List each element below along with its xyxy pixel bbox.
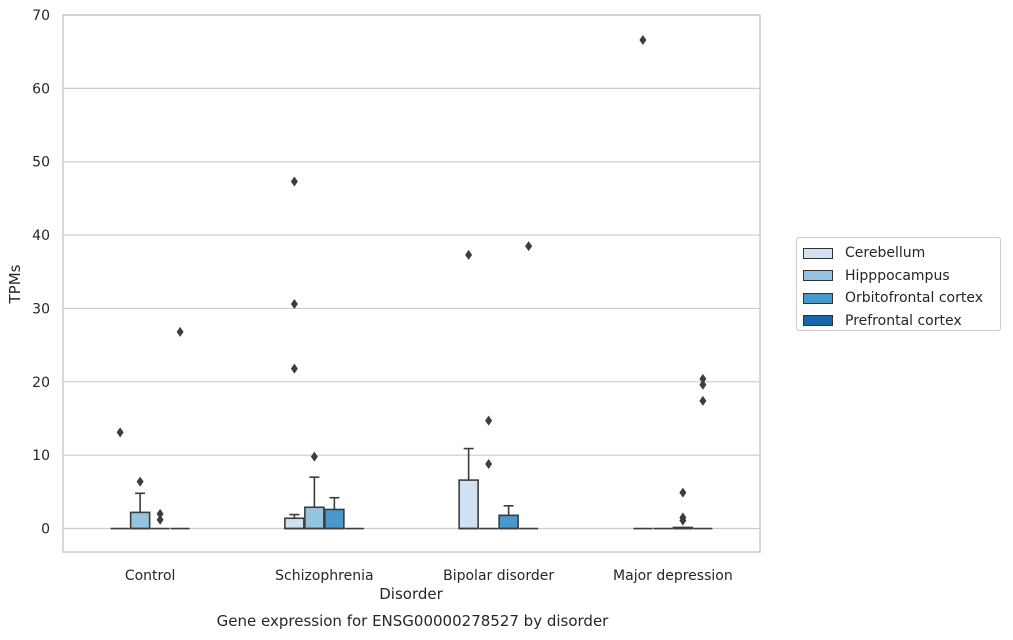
legend-swatch [803, 315, 833, 327]
outlier-point [465, 249, 473, 260]
outlier-point [290, 176, 298, 187]
box-group [633, 34, 653, 530]
legend: Cerebellum Hipppocampus Orbitofrontal co… [796, 237, 1001, 331]
box-group [170, 326, 190, 530]
outlier-point [310, 451, 318, 462]
box-group [284, 176, 305, 530]
box-group [324, 496, 345, 530]
legend-item-prefrontal-cortex: Prefrontal cortex [803, 310, 1000, 333]
legend-label: Hipppocampus [845, 267, 950, 284]
box-group [458, 249, 479, 530]
outlier-point [699, 395, 707, 406]
y-tick-label: 40 [32, 228, 50, 244]
y-tick-label: 0 [41, 522, 50, 538]
outlier-point [699, 373, 707, 384]
legend-item-cerebellum: Cerebellum [803, 242, 1000, 265]
x-tick-labels: Control Schizophrenia Bipolar disorder Majo… [125, 568, 733, 584]
box-group [479, 415, 499, 530]
outlier-point [136, 476, 144, 487]
outlier-point [290, 363, 298, 374]
outlier-point [679, 487, 687, 498]
y-tick-label: 20 [32, 375, 50, 391]
legend-item-hippocampus: Hipppocampus [803, 265, 1000, 288]
box [458, 479, 479, 530]
box-group [150, 508, 170, 530]
legend-swatch [803, 247, 833, 259]
box [324, 508, 345, 530]
box-group [129, 476, 151, 530]
outlier-point [679, 515, 687, 526]
boxes [110, 34, 713, 530]
outlier-point [485, 458, 493, 469]
box-group [498, 504, 519, 530]
box [498, 514, 519, 530]
box-group [672, 487, 694, 530]
legend-swatch [803, 270, 833, 282]
outlier-point [639, 34, 647, 45]
x-tick-label: Schizophrenia [275, 568, 373, 584]
outlier-point [699, 379, 707, 390]
x-tick-label: Control [125, 568, 176, 584]
chart-caption: Gene expression for ENSG00000278527 by d… [216, 612, 609, 630]
legend-label: Prefrontal cortex [845, 312, 962, 329]
plot-area [62, 14, 761, 553]
x-axis-label: Disorder [379, 585, 443, 603]
y-axis-label: TPMs [6, 264, 24, 304]
outlier-point [156, 508, 164, 519]
y-tick-label: 50 [32, 155, 50, 171]
box [284, 517, 305, 530]
outlier-point [156, 514, 164, 525]
box-group [304, 451, 325, 530]
y-tick-label: 70 [32, 8, 50, 24]
outlier-point [290, 299, 298, 310]
box [129, 511, 151, 530]
box-group [693, 373, 713, 530]
x-tick-label: Bipolar disorder [443, 568, 554, 584]
y-tick-labels: 0 10 20 30 40 50 60 70 [32, 8, 50, 538]
box-group [110, 427, 130, 530]
box-group [519, 241, 539, 530]
legend-label: Cerebellum [845, 245, 926, 262]
outlier-point [176, 326, 184, 337]
box [304, 506, 325, 530]
outlier-point [116, 427, 124, 438]
y-tick-label: 10 [32, 448, 50, 464]
outlier-point [485, 415, 493, 426]
y-tick-label: 30 [32, 301, 50, 317]
legend-item-orbitofrontal-cortex: Orbitofrontal cortex [803, 287, 1000, 310]
outlier-point [525, 241, 533, 252]
legend-label: Orbitofrontal cortex [845, 290, 983, 307]
legend-swatch [803, 292, 833, 304]
x-tick-label: Major depression [613, 568, 733, 584]
y-tick-label: 60 [32, 81, 50, 97]
